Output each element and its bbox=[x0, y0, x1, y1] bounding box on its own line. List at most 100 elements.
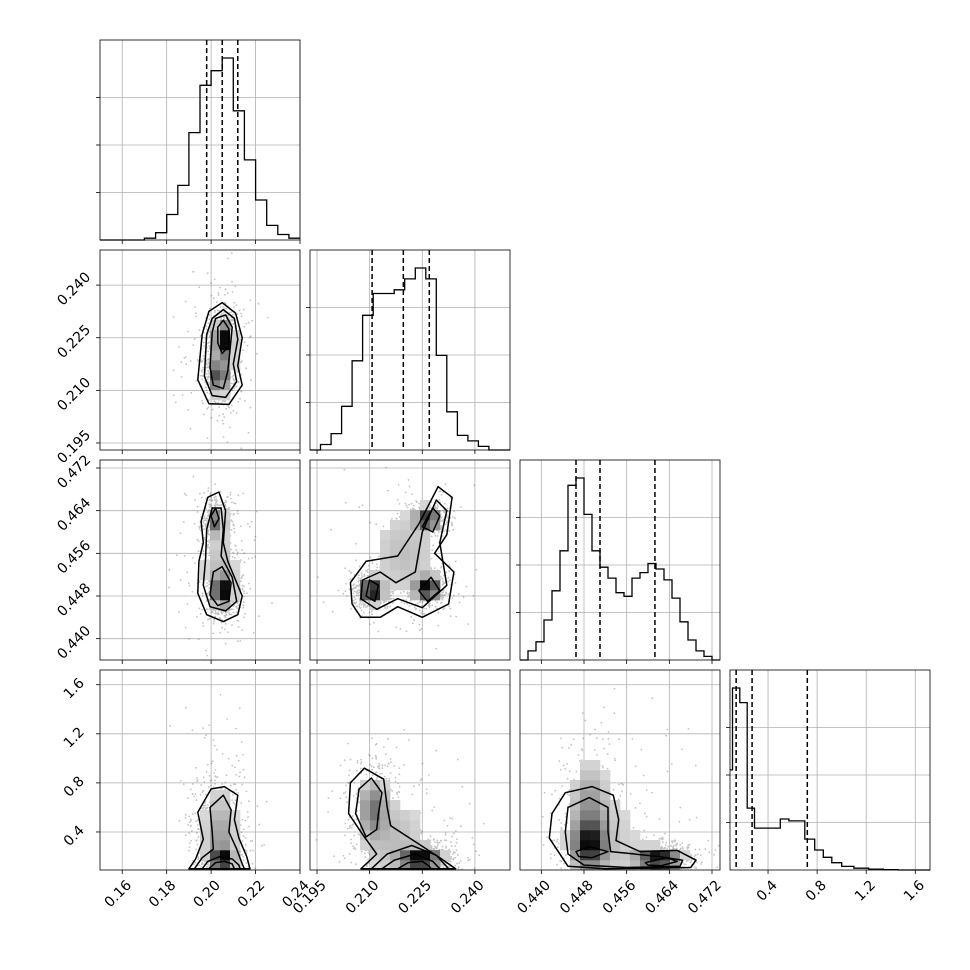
density-cell bbox=[220, 320, 231, 331]
density-cell bbox=[220, 370, 231, 381]
density-cell bbox=[410, 840, 421, 851]
panel-frame bbox=[99, 459, 301, 661]
density-cell bbox=[200, 810, 211, 821]
density-cell bbox=[230, 860, 241, 870]
density-cell bbox=[390, 810, 401, 821]
density-cell bbox=[410, 580, 421, 591]
density-cell bbox=[580, 850, 591, 861]
density-panel-6 bbox=[519, 669, 721, 871]
x-tick-label: 0.225 bbox=[395, 877, 435, 917]
contour-line bbox=[188, 785, 251, 870]
density-cell bbox=[580, 790, 591, 801]
density-cell bbox=[570, 780, 581, 791]
density-cell bbox=[630, 840, 641, 851]
density-cell bbox=[400, 840, 411, 851]
density-cell bbox=[220, 790, 231, 801]
density-cell bbox=[210, 600, 221, 611]
density-cell bbox=[360, 790, 371, 801]
density-panel-4 bbox=[99, 669, 301, 871]
density-cell bbox=[600, 840, 611, 851]
density-cell bbox=[600, 770, 611, 781]
contour-line bbox=[354, 777, 383, 838]
x-tick-label: 0.20 bbox=[190, 877, 223, 910]
density-cell bbox=[610, 830, 621, 841]
density-cell bbox=[410, 860, 421, 870]
density-cell bbox=[390, 850, 401, 861]
density-cell bbox=[410, 520, 421, 531]
density-cell bbox=[220, 380, 231, 391]
density-cell bbox=[220, 350, 231, 361]
density-cell bbox=[420, 530, 431, 541]
density-cell bbox=[570, 810, 581, 821]
panel-background bbox=[730, 670, 930, 870]
density-cell bbox=[630, 860, 641, 870]
density-cell bbox=[570, 850, 581, 861]
density-cell bbox=[420, 510, 431, 521]
density-cell bbox=[620, 850, 631, 861]
density-cell bbox=[220, 550, 231, 561]
y-tick-label: 0.4 bbox=[61, 822, 88, 849]
contour-line bbox=[210, 507, 220, 528]
density-cell bbox=[200, 830, 211, 841]
x-tick-label: 0.472 bbox=[685, 877, 725, 917]
density-cell bbox=[600, 790, 611, 801]
density-cell bbox=[430, 510, 441, 521]
density-cell bbox=[390, 800, 401, 811]
density-cell bbox=[620, 830, 631, 841]
density-cell bbox=[210, 530, 221, 541]
panel-content bbox=[168, 475, 273, 657]
density-cell bbox=[370, 790, 381, 801]
density-cell bbox=[580, 830, 591, 841]
density-cell bbox=[600, 810, 611, 821]
density-panel-3 bbox=[309, 459, 511, 661]
x-tick-label: 0.18 bbox=[146, 877, 179, 910]
density-cell bbox=[380, 830, 391, 841]
density-cell bbox=[390, 570, 401, 581]
density-cell bbox=[380, 560, 391, 571]
panel-content bbox=[315, 729, 485, 870]
density-cell bbox=[600, 820, 611, 831]
density-cell bbox=[420, 570, 431, 581]
density-cell bbox=[650, 840, 661, 851]
density-cell bbox=[210, 820, 221, 831]
density-cell bbox=[390, 840, 401, 851]
density-cell bbox=[420, 840, 431, 851]
density-cell bbox=[560, 840, 571, 851]
density-cell bbox=[410, 830, 421, 841]
density-cell bbox=[400, 850, 411, 861]
density-cell bbox=[210, 360, 221, 371]
density-cell bbox=[380, 810, 391, 821]
density-cell bbox=[410, 560, 421, 571]
density-cell bbox=[210, 580, 221, 591]
density-cell bbox=[230, 850, 241, 861]
density-cell bbox=[360, 800, 371, 811]
density-cell bbox=[200, 840, 211, 851]
y-tick-label: 0.240 bbox=[54, 269, 94, 309]
density-cell bbox=[220, 840, 231, 851]
density-cell bbox=[590, 780, 601, 791]
density-cell bbox=[390, 830, 401, 841]
contour-line bbox=[644, 856, 679, 867]
density-cell bbox=[410, 810, 421, 821]
histogram-step bbox=[100, 57, 300, 241]
density-cell bbox=[400, 580, 411, 591]
density-cell bbox=[430, 570, 441, 581]
density-cell bbox=[600, 780, 611, 791]
density-panel-1 bbox=[99, 249, 301, 451]
density-cell bbox=[220, 330, 231, 341]
density-cell bbox=[380, 530, 391, 541]
panel-frame bbox=[519, 669, 721, 871]
density-cell bbox=[400, 520, 411, 531]
density-cell bbox=[380, 550, 391, 561]
density-cell bbox=[590, 810, 601, 821]
panel-frame bbox=[99, 39, 301, 241]
density-cell bbox=[210, 340, 221, 351]
density-cell bbox=[210, 810, 221, 821]
density-cell bbox=[210, 850, 221, 861]
density-cell bbox=[360, 820, 371, 831]
density-cell bbox=[580, 820, 591, 831]
x-tick-label: 0.440 bbox=[514, 877, 554, 917]
panel-content bbox=[169, 693, 268, 870]
density-cell bbox=[590, 820, 601, 831]
density-cell bbox=[410, 540, 421, 551]
